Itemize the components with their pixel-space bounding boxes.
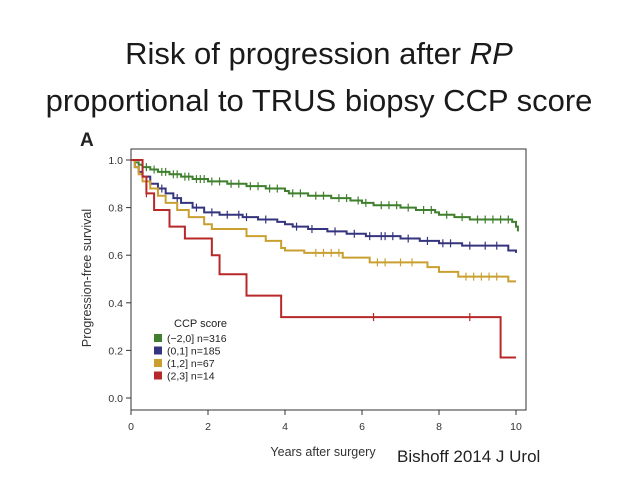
slide-title-line1: Risk of progression after RP <box>0 35 638 73</box>
y-tick-label: 0.6 <box>108 250 123 262</box>
x-tick-label: 2 <box>205 421 211 433</box>
x-tick-label: 4 <box>282 421 288 433</box>
legend-swatch <box>154 371 162 380</box>
citation: Bishoff 2014 J Urol <box>397 447 541 466</box>
x-tick-label: 10 <box>510 421 522 433</box>
y-tick-label: 0.2 <box>108 345 123 357</box>
legend-label: (0,1] n=185 <box>167 346 221 358</box>
legend: CCP score (−2,0] n=316(0,1] n=185(1,2] n… <box>154 318 227 383</box>
legend-swatch <box>154 334 162 342</box>
title-emphasis: RP <box>469 36 513 71</box>
y-tick-label: 0.0 <box>108 393 123 405</box>
x-axis-label: Years after surgery <box>270 445 376 459</box>
series-line-2 <box>131 159 516 283</box>
y-tick-label: 0.4 <box>108 298 123 310</box>
x-tick-label: 0 <box>128 421 134 433</box>
plot-frame <box>130 148 527 411</box>
x-tick-label: 6 <box>359 421 365 433</box>
legend-label: (1,2] n=67 <box>167 358 215 370</box>
y-tick-label: 0.8 <box>108 203 123 215</box>
legend-label: (2,3] n=14 <box>167 371 215 383</box>
slide-title-line2: proportional to TRUS biopsy CCP score <box>45 83 593 118</box>
legend-label: (−2,0] n=316 <box>167 333 227 345</box>
legend-title: CCP score <box>174 318 227 330</box>
panel-label: A <box>80 130 94 151</box>
x-tick-label: 8 <box>436 421 442 433</box>
series-line-1 <box>131 159 517 253</box>
series-line-0 <box>131 159 519 232</box>
legend-swatch <box>154 359 162 367</box>
legend-swatch <box>154 346 162 355</box>
title-text: Risk of progression after <box>125 36 470 71</box>
y-tick-label: 1.0 <box>108 155 123 167</box>
series-line-3 <box>131 159 516 359</box>
y-axis-label: Progression-free survival <box>80 209 94 347</box>
